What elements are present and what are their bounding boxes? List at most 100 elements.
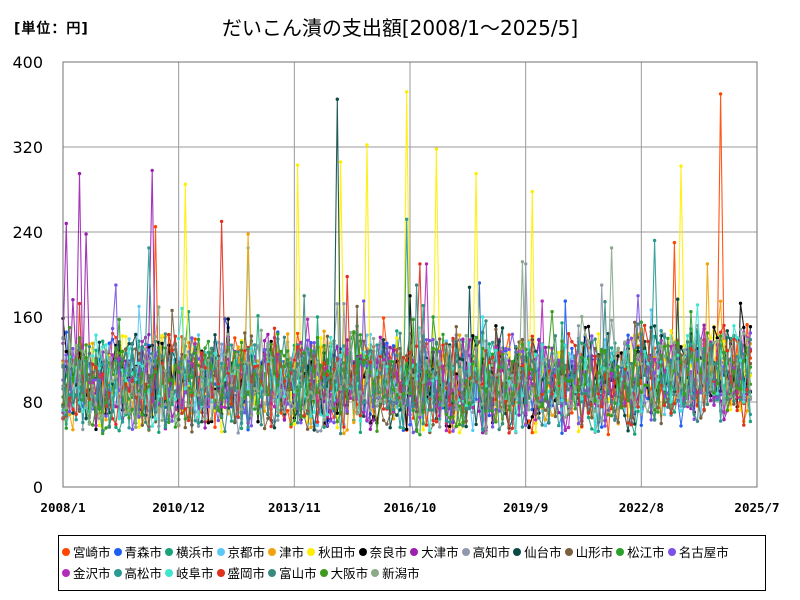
data-point: [140, 346, 144, 350]
legend-item: 大阪市: [319, 562, 369, 583]
data-point: [745, 409, 749, 413]
data-point: [332, 339, 336, 343]
data-point: [325, 390, 330, 394]
data-point: [656, 410, 660, 414]
data-point: [745, 337, 749, 342]
legend-label: 大阪市: [330, 566, 369, 581]
data-point: [143, 420, 148, 424]
data-point: [226, 332, 230, 337]
data-point: [682, 343, 686, 348]
legend-label: 山形市: [575, 545, 614, 560]
data-point: [342, 379, 346, 383]
data-point: [441, 332, 445, 337]
data-point: [219, 430, 224, 434]
data-point: [64, 406, 69, 410]
data-point: [748, 412, 753, 417]
data-point: [725, 408, 729, 412]
data-point: [623, 381, 627, 386]
data-point: [81, 409, 85, 414]
data-point: [147, 332, 151, 337]
data-point: [580, 315, 584, 319]
data-point: [514, 383, 518, 388]
data-point: [64, 426, 69, 430]
data-point: [183, 425, 187, 430]
data-point: [603, 424, 607, 428]
data-point: [104, 343, 108, 347]
data-point: [421, 410, 425, 414]
data-point: [467, 406, 472, 411]
data-point: [527, 367, 531, 371]
data-point: [633, 403, 637, 407]
data-point: [249, 414, 254, 418]
data-point: [431, 375, 435, 379]
data-point: [335, 97, 339, 101]
legend-item: 岐阜市: [165, 562, 214, 583]
data-point: [676, 338, 680, 343]
data-point: [236, 431, 240, 435]
data-point: [130, 407, 135, 412]
data-point: [626, 340, 630, 345]
data-point: [219, 414, 224, 418]
data-point: [137, 304, 141, 309]
data-point: [732, 387, 736, 391]
data-point: [249, 424, 254, 428]
data-point: [223, 353, 227, 357]
data-point: [543, 408, 548, 412]
data-point: [742, 325, 746, 330]
data-point: [216, 382, 220, 386]
data-point: [170, 414, 174, 419]
data-point: [573, 407, 577, 411]
data-point: [94, 403, 98, 407]
data-point: [715, 391, 719, 396]
data-point: [282, 379, 287, 383]
data-point: [457, 404, 462, 408]
data-point: [147, 246, 151, 250]
data-point: [180, 352, 184, 357]
data-point: [494, 345, 498, 350]
data-point: [504, 385, 508, 389]
data-point: [728, 395, 733, 399]
data-point: [395, 336, 399, 340]
legend-item: 横浜市: [165, 541, 214, 562]
data-point: [64, 349, 69, 354]
legend-swatch-icon: [616, 547, 625, 556]
data-point: [500, 408, 505, 412]
data-point: [355, 376, 359, 381]
data-point: [573, 387, 577, 391]
data-point: [672, 410, 677, 414]
data-point: [236, 386, 240, 390]
data-point: [276, 383, 280, 387]
data-point: [728, 339, 733, 344]
data-point: [167, 420, 171, 425]
data-point: [127, 337, 131, 341]
data-point: [94, 348, 98, 352]
data-point: [368, 349, 372, 353]
data-point: [510, 332, 515, 336]
data-point: [272, 357, 277, 361]
data-point: [193, 345, 197, 349]
data-point: [67, 396, 72, 400]
data-point: [173, 397, 178, 401]
data-point: [332, 420, 336, 425]
data-point: [71, 376, 75, 380]
data-point: [490, 376, 495, 380]
data-point: [385, 344, 389, 348]
data-point: [71, 364, 75, 368]
data-point: [438, 425, 442, 429]
data-point: [117, 417, 121, 421]
data-point: [216, 389, 220, 393]
data-point: [378, 399, 382, 403]
data-point: [530, 359, 534, 363]
data-point: [576, 362, 581, 366]
data-point: [295, 421, 300, 425]
data-point: [702, 407, 706, 412]
data-point: [266, 341, 270, 346]
data-point: [606, 369, 610, 373]
data-point: [381, 418, 386, 422]
data-point: [418, 262, 422, 266]
data-point: [490, 409, 495, 413]
data-point: [629, 423, 634, 427]
legend-label: 富山市: [279, 566, 317, 581]
data-point: [662, 345, 667, 349]
data-point: [262, 339, 267, 343]
